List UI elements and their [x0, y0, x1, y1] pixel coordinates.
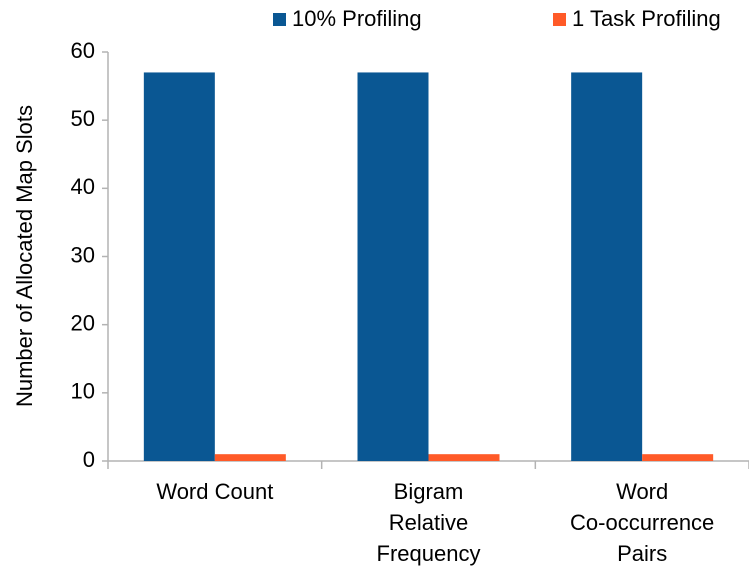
y-tick-label: 20: [71, 310, 95, 335]
bar: [571, 72, 643, 461]
x-tick-label-line: Word: [616, 479, 668, 504]
x-tick-label: Word Co-occurrence Pairs: [570, 479, 714, 566]
y-tick-label: 50: [71, 106, 95, 131]
y-tick-label: 10: [71, 379, 95, 404]
x-tick-label-line: Pairs: [617, 541, 667, 566]
x-tick-label: Bigram Relative Frequency: [377, 479, 481, 566]
bar: [143, 72, 215, 461]
bar: [357, 72, 429, 461]
y-tick-label: 0: [83, 447, 95, 472]
bar: [642, 454, 714, 461]
x-tick-label-line: Frequency: [377, 541, 481, 566]
y-tick-label: 30: [71, 242, 95, 267]
legend-label: 1 Task Profiling: [572, 6, 721, 31]
x-tick-label-line: Relative: [389, 510, 468, 535]
y-axis-label: Number of Allocated Map Slots: [12, 105, 37, 407]
legend-swatch: [273, 13, 286, 26]
y-tick-label: 60: [71, 38, 95, 63]
x-tick-label-line: Bigram: [394, 479, 464, 504]
x-tick-label: Word Count: [156, 479, 273, 504]
bar: [214, 454, 286, 461]
legend-swatch: [553, 13, 566, 26]
x-tick-label-line: Word Count: [156, 479, 273, 504]
legend-label: 10% Profiling: [292, 6, 422, 31]
y-tick-label: 40: [71, 174, 95, 199]
bar: [428, 454, 500, 461]
x-tick-label-line: Co-occurrence: [570, 510, 714, 535]
